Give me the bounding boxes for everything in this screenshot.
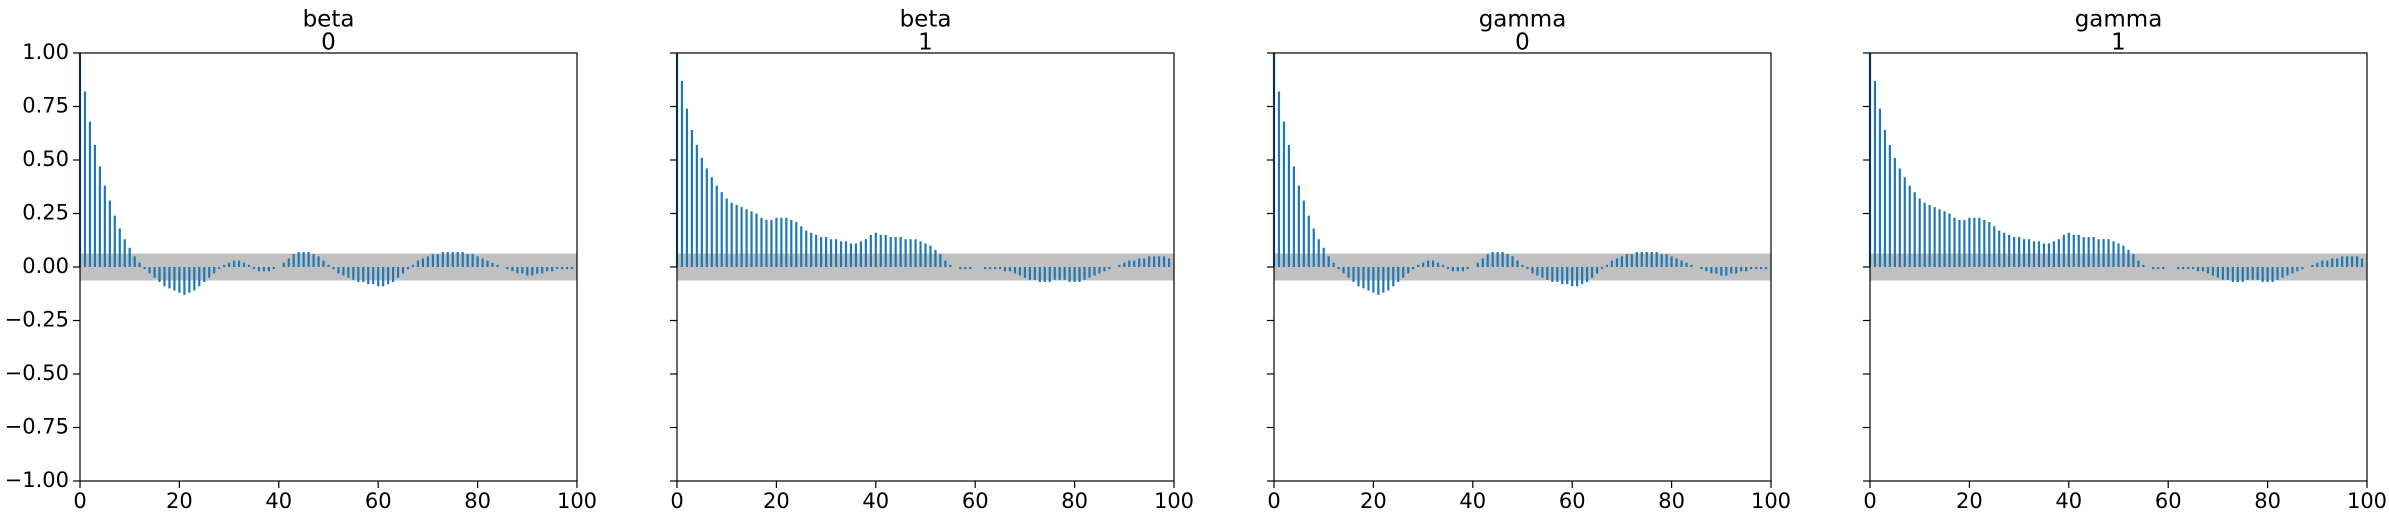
y-tick-label: −1.00 [5, 468, 69, 492]
panel-subtitle: 1 [2111, 30, 2126, 56]
x-tick-label: 40 [1459, 489, 1486, 513]
x-tick-label: 80 [2254, 489, 2281, 513]
x-tick-label: 80 [464, 489, 491, 513]
panel-subtitle: 1 [918, 30, 933, 56]
x-tick-label: 0 [73, 489, 86, 513]
x-tick-label: 100 [2347, 489, 2387, 513]
x-tick-label: 60 [962, 489, 989, 513]
panel-title: beta [303, 7, 355, 33]
y-tick-label: 0.75 [22, 94, 69, 118]
panel-title: beta [900, 7, 952, 33]
x-tick-label: 100 [1751, 489, 1791, 513]
plot-frame [676, 52, 1175, 482]
y-tick-label: 0.50 [22, 147, 69, 171]
x-tick-label: 0 [1267, 489, 1280, 513]
x-tick-label: 60 [2155, 489, 2182, 513]
y-tick-label: 0.00 [22, 254, 69, 278]
panel-title: gamma [2075, 7, 2163, 33]
x-tick-label: 20 [1360, 489, 1387, 513]
x-tick-label: 20 [166, 489, 193, 513]
y-tick-label: −0.50 [5, 361, 69, 385]
y-tick-label: 1.00 [22, 40, 69, 64]
panel-subtitle: 0 [1515, 30, 1530, 56]
x-tick-label: 100 [557, 489, 597, 513]
x-tick-label: 40 [862, 489, 889, 513]
panel-subtitle: 0 [321, 30, 336, 56]
plot-frame [1869, 52, 2368, 482]
x-tick-label: 60 [1559, 489, 1586, 513]
x-tick-label: 40 [265, 489, 292, 513]
x-tick-label: 20 [1956, 489, 1983, 513]
y-tick-label: −0.25 [5, 308, 69, 332]
x-tick-label: 40 [2055, 489, 2082, 513]
x-tick-label: 80 [1658, 489, 1685, 513]
y-tick-label: 0.25 [22, 201, 69, 225]
x-tick-label: 60 [365, 489, 392, 513]
x-tick-label: 20 [763, 489, 790, 513]
plot-frame [1273, 52, 1772, 482]
y-tick-label: −0.75 [5, 415, 69, 439]
plot-frame [79, 52, 578, 482]
x-tick-label: 0 [670, 489, 683, 513]
x-tick-label: 0 [1863, 489, 1876, 513]
x-tick-label: 100 [1154, 489, 1194, 513]
x-tick-label: 80 [1061, 489, 1088, 513]
panel-title: gamma [1479, 7, 1567, 33]
